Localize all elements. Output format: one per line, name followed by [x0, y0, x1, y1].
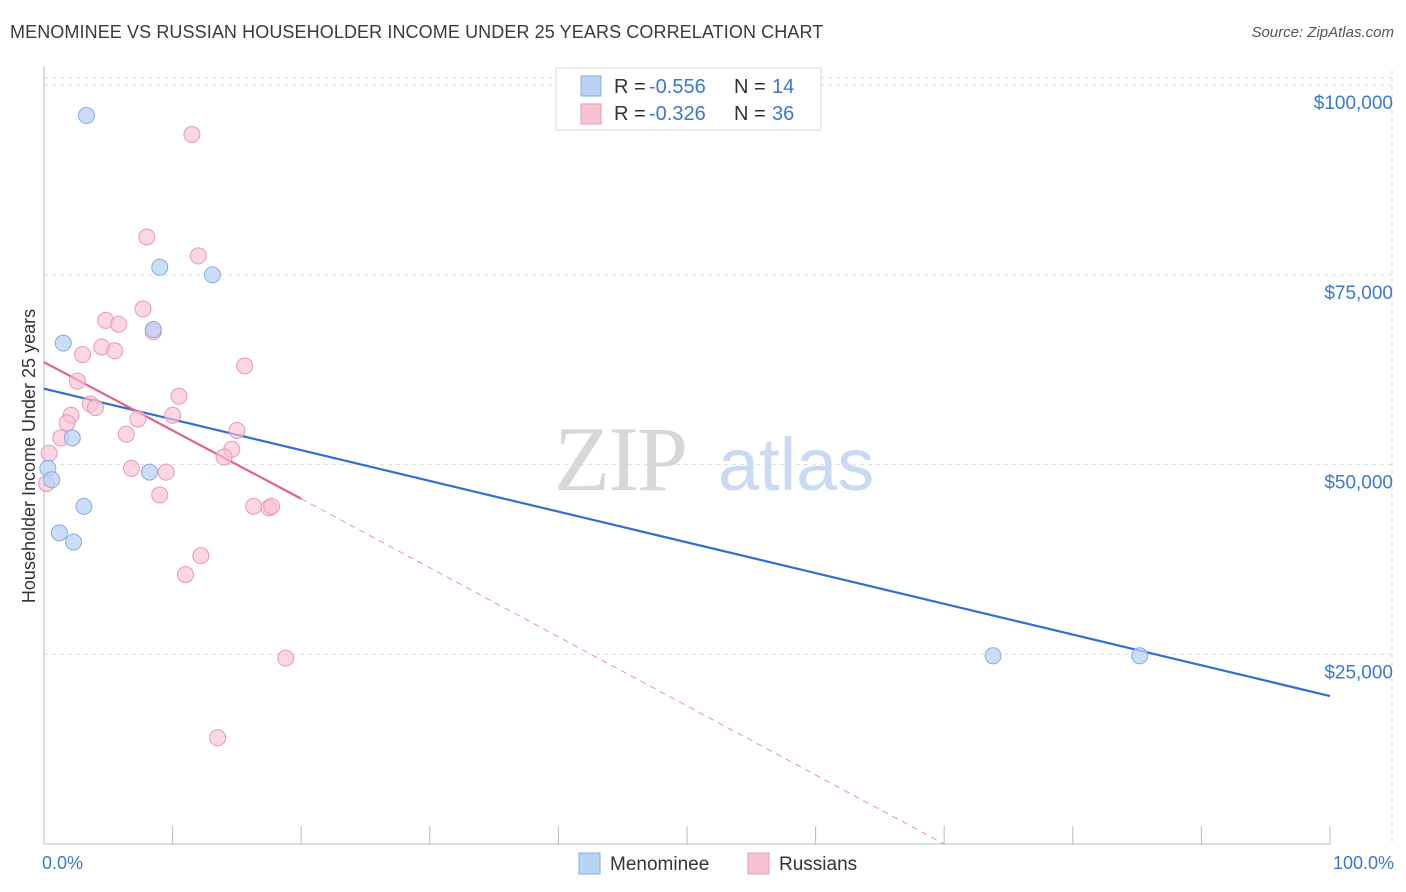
- legend-n-value-1: 14: [772, 76, 794, 98]
- point-menominee-9: [75, 497, 93, 515]
- point-russians-9: [106, 342, 124, 360]
- point-russians-3: [134, 300, 152, 318]
- point-russians-8: [74, 346, 92, 364]
- point-menominee-8: [43, 471, 61, 489]
- point-russians-20: [228, 421, 246, 439]
- legend-n-label-2: N =: [734, 103, 766, 125]
- point-russians-29: [245, 497, 263, 515]
- trend-line-russians: [43, 361, 302, 500]
- trend-line-menominee: [43, 387, 1331, 698]
- legend-n-value-2: 36: [772, 103, 794, 125]
- point-russians-32: [192, 547, 210, 565]
- point-russians-14: [86, 399, 104, 417]
- bottom-legend-label-russians: Russians: [779, 854, 857, 875]
- chart-title: MENOMINEE VS RUSSIAN HOUSEHOLDER INCOME …: [10, 22, 824, 42]
- source-label: Source: ZipAtlas.com: [1251, 24, 1394, 41]
- point-russians-5: [110, 315, 128, 333]
- point-russians-0: [183, 126, 201, 143]
- point-russians-33: [176, 566, 194, 584]
- legend-swatch-menominee: [580, 75, 602, 97]
- point-russians-17: [164, 406, 182, 424]
- bottom-legend-swatch-russians: [747, 852, 770, 875]
- point-russians-31: [263, 497, 281, 515]
- bottom-legend: Menominee Russians: [578, 852, 857, 875]
- point-russians-16: [129, 410, 147, 428]
- watermark-zip: ZIP: [554, 408, 686, 510]
- x-tick-label-0: 0.0%: [42, 853, 83, 873]
- point-russians-24: [215, 448, 233, 466]
- point-menominee-10: [50, 524, 68, 542]
- point-russians-1: [138, 228, 156, 246]
- legend-r-label-1: R =: [614, 76, 646, 98]
- bottom-legend-label-menominee: Menominee: [610, 854, 709, 875]
- point-russians-10: [236, 357, 254, 375]
- legend-n-label-1: N =: [734, 76, 766, 98]
- point-russians-11: [68, 372, 86, 390]
- point-menominee-11: [65, 533, 83, 551]
- trend-extension-russians: [300, 498, 945, 845]
- y-tick-label-3: $100,000: [1314, 93, 1393, 114]
- point-russians-18: [58, 414, 76, 432]
- watermark-atlas: atlas: [718, 423, 874, 506]
- point-russians-19: [117, 425, 135, 443]
- point-menominee-5: [63, 429, 81, 447]
- point-russians-35: [209, 729, 227, 747]
- point-russians-12: [170, 387, 188, 405]
- legend: R = -0.556 N = 14 R = -0.326 N = 36: [555, 67, 822, 131]
- legend-r-value-1: -0.556: [649, 76, 706, 98]
- point-menominee-1: [151, 258, 169, 276]
- point-russians-28: [151, 486, 169, 504]
- y-tick-label-1: $50,000: [1324, 473, 1393, 494]
- x-tick-labels: 0.0% 100.0%: [42, 853, 1394, 873]
- point-menominee-2: [203, 266, 221, 284]
- point-menominee-0: [77, 107, 95, 125]
- y-tick-label-2: $75,000: [1324, 283, 1393, 304]
- point-russians-2: [189, 247, 207, 265]
- legend-r-value-2: -0.326: [649, 103, 706, 125]
- point-russians-34: [277, 649, 295, 667]
- legend-swatch-russians: [580, 103, 602, 125]
- point-menominee-3: [144, 321, 162, 339]
- point-menominee-13: [1131, 647, 1149, 665]
- x-tick-label-1: 100.0%: [1333, 853, 1394, 873]
- y-tick-label-0: $25,000: [1324, 662, 1393, 683]
- point-russians-23: [40, 444, 58, 462]
- point-menominee-6: [140, 463, 158, 481]
- y-tick-labels: $25,000 $50,000 $75,000 $100,000: [1314, 93, 1393, 683]
- point-menominee-4: [54, 334, 72, 352]
- y-axis-label: Householder Income Under 25 years: [19, 309, 39, 603]
- trend-lines: [43, 361, 1331, 845]
- legend-r-label-2: R =: [614, 103, 646, 125]
- point-menominee-12: [984, 647, 1002, 665]
- point-russians-26: [157, 463, 175, 481]
- data-points: [38, 107, 1149, 747]
- bottom-legend-swatch-menominee: [578, 852, 601, 875]
- grid-lines: [44, 70, 1393, 844]
- watermark: ZIP atlas: [554, 408, 874, 510]
- point-russians-25: [122, 459, 140, 477]
